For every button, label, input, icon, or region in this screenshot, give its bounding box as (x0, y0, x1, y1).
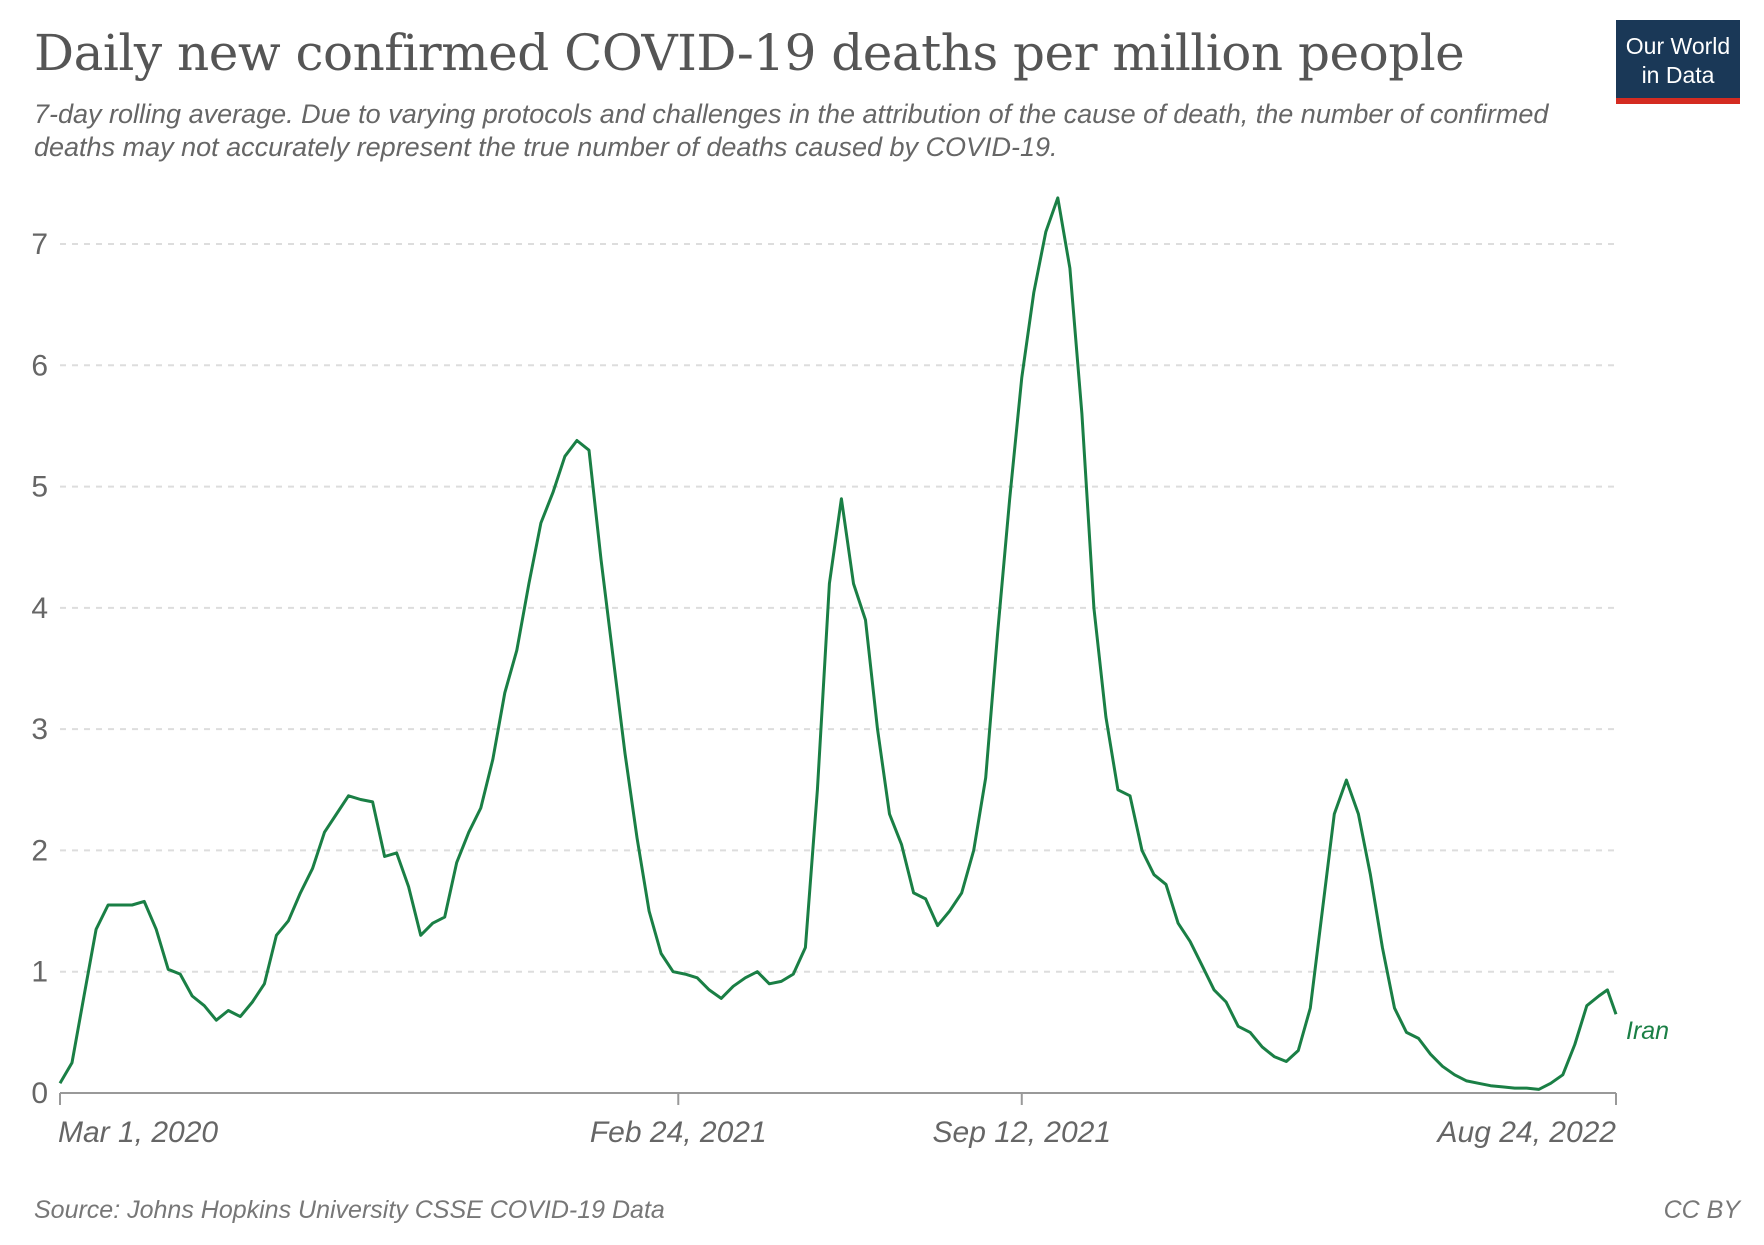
y-tick-label: 2 (31, 834, 48, 867)
series-line-iran[interactable] (58, 196, 1618, 1091)
logo-line-1: Our World (1625, 33, 1731, 59)
chart-title: Daily new confirmed COVID-19 deaths per … (34, 24, 1465, 82)
x-tick-label: Aug 24, 2022 (1436, 1116, 1617, 1149)
owid-logo[interactable]: Our World in Data (1616, 20, 1740, 104)
y-tick-label: 4 (31, 592, 48, 625)
x-tick-label: Feb 24, 2021 (590, 1116, 767, 1149)
source-note[interactable]: Source: Johns Hopkins University CSSE CO… (34, 1196, 665, 1224)
x-tick-label: Mar 1, 2020 (58, 1116, 218, 1149)
x-axis: Mar 1, 2020 Feb 24, 2021 Sep 12, 2021 Aug 2… (58, 1092, 1617, 1149)
chart-subtitle: 7-day rolling average. Due to varying pr… (34, 99, 1549, 162)
y-tick-label: 1 (31, 956, 48, 989)
grid-lines (60, 243, 1616, 973)
y-tick-label: 0 (31, 1077, 48, 1110)
y-axis: 0 1 2 3 4 5 6 7 (31, 228, 48, 1110)
logo-line-2: in Data (1641, 62, 1715, 88)
y-tick-label: 3 (31, 713, 48, 746)
series-group: Iran (58, 196, 1669, 1091)
y-tick-label: 7 (31, 228, 48, 261)
series-label-iran[interactable]: Iran (1626, 1017, 1669, 1045)
license-link[interactable]: CC BY (1663, 1196, 1740, 1224)
x-tick-label: Sep 12, 2021 (933, 1116, 1112, 1149)
y-tick-label: 5 (31, 471, 48, 504)
y-tick-label: 6 (31, 349, 48, 382)
